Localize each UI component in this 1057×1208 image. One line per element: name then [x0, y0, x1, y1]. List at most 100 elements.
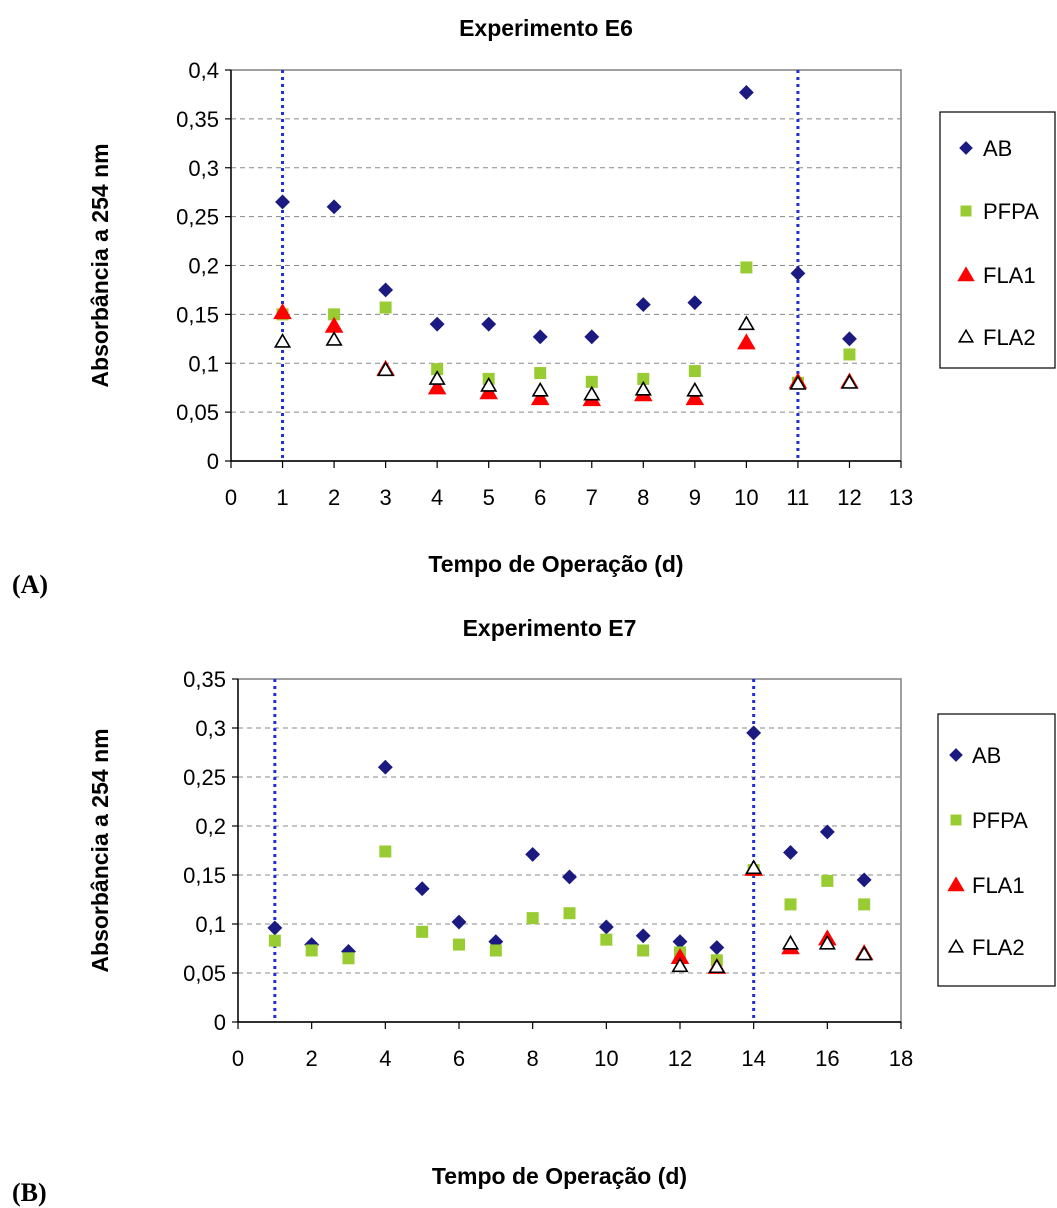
x-tick-label: 11	[787, 485, 810, 510]
y-tick-label: 0,25	[176, 205, 219, 230]
data-point-pfpa	[342, 952, 355, 965]
data-point-ab	[738, 85, 754, 100]
data-point-pfpa	[526, 912, 539, 925]
x-axis-label: Tempo de Operação (d)	[428, 551, 683, 577]
data-point-ab	[378, 282, 394, 298]
x-tick-label: 6	[534, 485, 546, 510]
x-tick-label: 3	[379, 485, 391, 510]
x-tick-label: 4	[379, 1046, 391, 1071]
legend-label: FLA1	[983, 263, 1036, 288]
data-point-fla2	[686, 381, 704, 397]
data-point-pfpa	[563, 907, 576, 920]
y-tick-label: 0,1	[195, 912, 226, 937]
chart-title: Experimento E6	[459, 15, 633, 41]
data-point-pfpa	[489, 944, 502, 957]
data-point-fla2	[634, 380, 652, 396]
panel-label-b: (B)	[12, 1178, 47, 1207]
y-tick-label: 0,15	[176, 302, 219, 327]
data-point-fla2	[273, 332, 292, 348]
data-point-ab	[481, 316, 497, 332]
y-tick-label: 0,3	[195, 716, 226, 741]
data-point-fla2	[781, 934, 800, 950]
data-point-fla1	[324, 316, 344, 333]
data-point-ab	[709, 940, 725, 955]
x-tick-label: 12	[837, 485, 861, 510]
data-point-ab	[267, 920, 283, 936]
data-point-fla2	[737, 315, 755, 331]
y-tick-label: 0,2	[195, 814, 226, 839]
data-point-ab	[790, 265, 806, 281]
legend-label: FLA2	[983, 325, 1036, 350]
data-point-ab	[429, 316, 445, 332]
y-axis-label: Absorbância a 254 nm	[87, 143, 113, 387]
x-tick-label: 6	[453, 1046, 465, 1071]
data-point-pfpa	[600, 933, 613, 946]
data-point-fla1	[427, 378, 447, 395]
legend-marker-fla1	[957, 266, 975, 282]
data-point-fla2	[583, 385, 601, 401]
data-point-ab	[341, 944, 356, 959]
data-point-ab	[635, 297, 651, 313]
data-point-fla2	[325, 330, 343, 346]
y-tick-label: 0,35	[183, 667, 226, 692]
data-point-pfpa	[534, 367, 547, 380]
x-tick-label: 7	[586, 485, 598, 510]
data-point-pfpa	[379, 301, 392, 314]
y-tick-label: 0,05	[176, 400, 219, 425]
legend-label: FLA2	[972, 935, 1025, 960]
data-point-fla2	[377, 361, 395, 377]
data-point-fla2	[789, 374, 807, 390]
data-point-fla2	[480, 376, 498, 392]
legend-marker-fla1	[947, 876, 965, 892]
data-point-ab	[525, 846, 541, 862]
x-axis-label: Tempo de Operação (d)	[432, 1163, 687, 1189]
data-point-ab	[687, 295, 703, 311]
data-point-fla2	[818, 934, 836, 950]
data-point-ab	[746, 725, 762, 741]
data-point-ab	[414, 881, 430, 897]
x-tick-label: 16	[815, 1046, 839, 1071]
y-tick-label: 0,35	[176, 107, 219, 132]
data-point-pfpa	[416, 925, 429, 938]
data-point-pfpa	[637, 372, 650, 385]
y-tick-label: 0,1	[188, 351, 219, 376]
plot-area	[237, 678, 902, 1023]
data-point-pfpa	[740, 261, 753, 274]
data-point-ab	[856, 872, 872, 888]
x-tick-label: 4	[431, 485, 443, 510]
data-point-ab	[451, 914, 467, 930]
legend-label: PFPA	[983, 199, 1039, 224]
data-point-fla2	[855, 945, 873, 961]
legend-marker-fla2	[957, 328, 975, 343]
x-tick-label: 14	[741, 1046, 765, 1071]
data-point-fla1	[737, 333, 756, 350]
data-point-pfpa	[305, 944, 318, 957]
data-point-pfpa	[379, 845, 392, 858]
data-point-pfpa	[268, 934, 281, 947]
y-tick-label: 0,2	[188, 254, 219, 279]
data-point-ab	[819, 824, 835, 840]
x-tick-label: 9	[689, 485, 701, 510]
data-point-fla1	[273, 303, 292, 320]
legend-marker-pfpa	[960, 205, 972, 217]
x-tick-label: 10	[594, 1046, 618, 1071]
x-tick-label: 8	[637, 485, 649, 510]
y-tick-label: 0,4	[188, 58, 219, 83]
data-point-pfpa	[821, 874, 834, 887]
data-point-ab	[672, 934, 688, 950]
legend-marker-fla2	[947, 938, 965, 953]
data-point-pfpa	[431, 363, 444, 376]
x-tick-label: 12	[668, 1046, 692, 1071]
x-tick-label: 0	[232, 1046, 244, 1071]
x-tick-label: 8	[527, 1046, 539, 1071]
data-point-pfpa	[784, 898, 797, 911]
x-tick-label: 2	[306, 1046, 318, 1071]
data-point-ab	[532, 329, 548, 345]
data-point-fla2	[708, 958, 726, 974]
x-tick-label: 2	[328, 485, 340, 510]
y-tick-label: 0	[214, 1010, 226, 1035]
x-tick-label: 1	[276, 485, 288, 510]
data-point-ab	[635, 928, 651, 944]
legend-marker-ab	[949, 748, 963, 762]
